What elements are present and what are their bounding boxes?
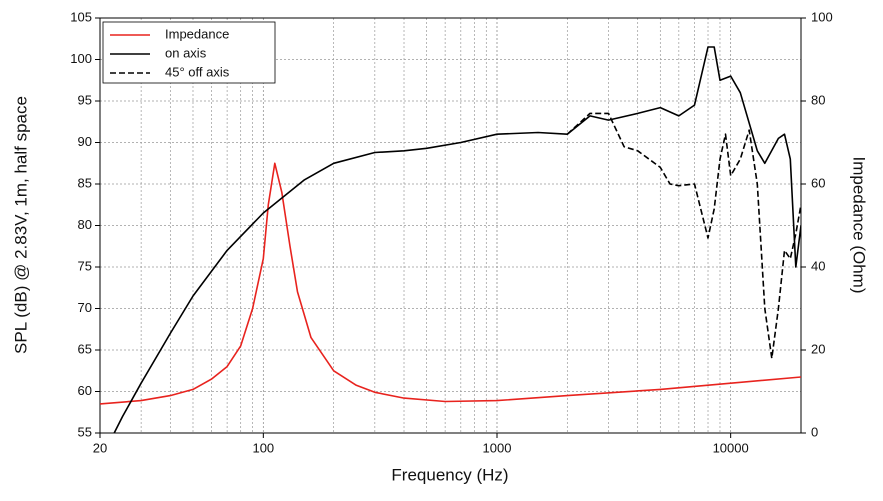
x-axis-label: Frequency (Hz) [391, 465, 508, 484]
x-tick-label: 10000 [713, 440, 749, 455]
y-tick-label: 65 [78, 341, 92, 356]
legend-label: 45° off axis [165, 64, 230, 79]
y-tick-label: 95 [78, 92, 92, 107]
series-line [100, 162, 801, 405]
y-tick-label: 105 [70, 9, 92, 24]
x-tick-label: 1000 [483, 440, 512, 455]
x-tick-label: 20 [93, 440, 107, 455]
y2-tick-label: 20 [811, 341, 825, 356]
y-axis-label: SPL (dB) @ 2.83V, 1m, half space [11, 96, 30, 354]
legend-label: Impedance [165, 26, 229, 41]
series-line [113, 46, 801, 433]
y-tick-label: 85 [78, 175, 92, 190]
y-tick-label: 90 [78, 134, 92, 149]
y-tick-label: 70 [78, 300, 92, 315]
y2-tick-label: 60 [811, 175, 825, 190]
y-tick-label: 75 [78, 258, 92, 273]
series-line [566, 112, 801, 360]
y2-axis-label: Impedance (Ohm) [850, 157, 869, 294]
y2-tick-label: 100 [811, 9, 833, 24]
y2-tick-label: 80 [811, 92, 825, 107]
x-tick-label: 100 [252, 440, 274, 455]
y2-tick-label: 40 [811, 258, 825, 273]
y2-tick-label: 0 [811, 424, 818, 439]
y-tick-label: 80 [78, 217, 92, 232]
y-tick-label: 55 [78, 424, 92, 439]
legend-label: on axis [165, 45, 207, 60]
y-tick-label: 60 [78, 383, 92, 398]
y-tick-label: 100 [70, 51, 92, 66]
